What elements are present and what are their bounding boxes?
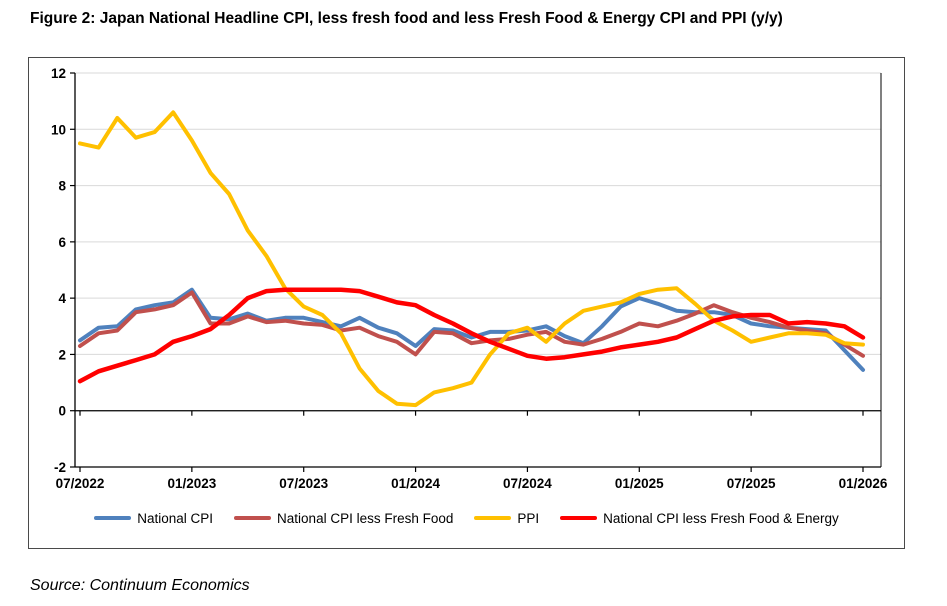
- y-axis-label: 6: [58, 235, 66, 250]
- x-axis-label: 07/2022: [56, 476, 105, 491]
- x-axis-label: 01/2023: [167, 476, 216, 491]
- y-axis-label: 8: [58, 179, 66, 194]
- x-axis-label: 01/2026: [839, 476, 888, 491]
- series-line-ppi: [78, 110, 865, 408]
- x-axis-label: 07/2023: [279, 476, 328, 491]
- legend-label: PPI: [517, 510, 540, 526]
- y-axis-label: -2: [54, 460, 66, 475]
- x-axis-label: 07/2025: [727, 476, 776, 491]
- legend-item-national-cpi-less-fresh-food-energy: National CPI less Fresh Food & Energy: [560, 511, 839, 526]
- legend-item-national-cpi-less-fresh-food: National CPI less Fresh Food: [234, 511, 453, 526]
- y-axis-label: 10: [51, 122, 66, 137]
- series-line-national-cpi-less-fresh-food-energy: [77, 287, 866, 384]
- legend-marker-national-cpi-less-fresh-food: [234, 515, 272, 521]
- legend-item-national-cpi: National CPI: [94, 511, 213, 526]
- x-axis-label: 01/2024: [391, 476, 440, 491]
- y-axis-label: 4: [58, 291, 66, 306]
- legend-marker-ppi: [474, 515, 512, 521]
- series-line-national-cpi-less-fresh-food: [78, 290, 865, 358]
- x-axis-label: 07/2024: [503, 476, 552, 491]
- legend-item-ppi: PPI: [474, 511, 539, 526]
- y-axis-label: 2: [58, 347, 66, 362]
- source-note: Source: Continuum Economics: [30, 577, 250, 594]
- legend-label: National CPI less Fresh Food & Energy: [603, 510, 839, 526]
- figure-title: Figure 2: Japan National Headline CPI, l…: [30, 10, 783, 27]
- chart-legend: National CPI National CPI less Fresh Food…: [28, 503, 905, 533]
- legend-marker-national-cpi: [94, 515, 132, 521]
- legend-marker-national-cpi-less-fresh-food-energy: [560, 515, 598, 521]
- y-axis-label: 12: [51, 66, 66, 81]
- legend-label: National CPI: [137, 510, 214, 526]
- legend-label: National CPI less Fresh Food: [277, 510, 454, 526]
- x-axis-label: 01/2025: [615, 476, 664, 491]
- y-axis-label: 0: [58, 404, 66, 419]
